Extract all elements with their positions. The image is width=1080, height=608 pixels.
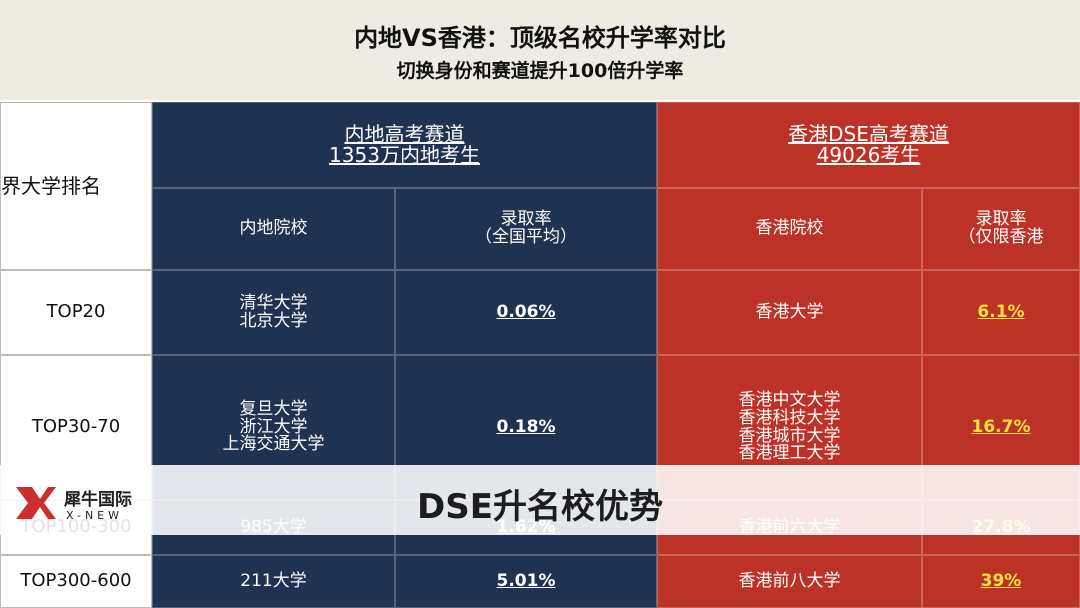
group-note: 49026考生: [816, 143, 921, 167]
school: 复旦大学: [239, 398, 308, 419]
banner: 犀牛国际 X-NEW DSE升名校优势: [0, 465, 1080, 535]
hk-rate: 39%: [922, 555, 1080, 608]
school: 211大学: [240, 570, 307, 591]
school: 香港中文大学: [738, 389, 841, 410]
column-header-text: 录取率: [975, 209, 1027, 230]
logo-mark: [16, 487, 56, 519]
banner-text: DSE升名校优势: [417, 487, 663, 527]
rank-text: TOP20: [46, 301, 106, 323]
group-name: 香港DSE高考赛道: [788, 122, 949, 146]
rate: 6.1%: [977, 301, 1025, 322]
column-header: 录取率 （全国平均）: [395, 188, 657, 270]
mainland-schools: 211大学: [152, 555, 395, 608]
school: 上海交通大学: [222, 434, 325, 455]
rank-header: 界大学排名: [0, 102, 152, 270]
title: 内地VS香港：顶级名校升学率对比: [354, 24, 726, 52]
rate: 16.7%: [971, 416, 1031, 437]
school: 北京大学: [239, 310, 308, 331]
group-note: 1353万内地考生: [329, 143, 480, 167]
rank-text: TOP300-600: [20, 570, 132, 592]
mainland-rate: 0.06%: [395, 270, 657, 355]
school: 香港城市大学: [738, 425, 841, 446]
rate: 0.06%: [496, 301, 556, 322]
column-header: 香港院校: [657, 188, 922, 270]
group-header: 内地高考赛道 1353万内地考生: [152, 102, 657, 188]
mainland-schools: 清华大学 北京大学: [152, 270, 395, 355]
school: 浙江大学: [239, 416, 308, 437]
school: 清华大学: [239, 292, 308, 313]
hk-schools: 香港前八大学: [657, 555, 922, 608]
rank: TOP20: [0, 270, 152, 355]
rank-header-text: 界大学排名: [1, 173, 101, 198]
rate: 39%: [980, 570, 1022, 591]
mainland-rate: 5.01%: [395, 555, 657, 608]
hk-rate: 6.1%: [922, 270, 1080, 355]
group-header: 香港DSE高考赛道 49026考生: [657, 102, 1080, 188]
column-header: 录取率 （仅限香港: [922, 188, 1080, 270]
group-name: 内地高考赛道: [344, 122, 465, 146]
school: 香港理工大学: [738, 443, 841, 464]
rank: TOP300-600: [0, 555, 152, 608]
subtitle: 切换身份和赛道提升100倍升学率: [396, 60, 684, 82]
school: 香港科技大学: [738, 407, 841, 428]
school: 香港前八大学: [738, 570, 841, 591]
brand: 犀牛国际: [64, 490, 132, 510]
column-header-text: 录取率: [500, 209, 552, 230]
rank-text: TOP30-70: [31, 416, 121, 438]
school: 香港大学: [755, 301, 824, 322]
column-header: 内地院校: [152, 188, 395, 270]
column-header-text: 内地院校: [239, 218, 308, 239]
header: 内地VS香港：顶级名校升学率对比 切换身份和赛道提升100倍升学率: [0, 0, 1080, 100]
rate: 0.18%: [496, 416, 556, 437]
column-header-text: （仅限香港: [958, 227, 1044, 247]
column-header-text: 香港院校: [755, 218, 824, 239]
rate: 5.01%: [496, 570, 556, 591]
brand-en: X-NEW: [66, 509, 124, 522]
hk-schools: 香港大学: [657, 270, 922, 355]
column-header-text: （全国平均）: [475, 227, 577, 247]
logo-icon: [14, 485, 58, 521]
